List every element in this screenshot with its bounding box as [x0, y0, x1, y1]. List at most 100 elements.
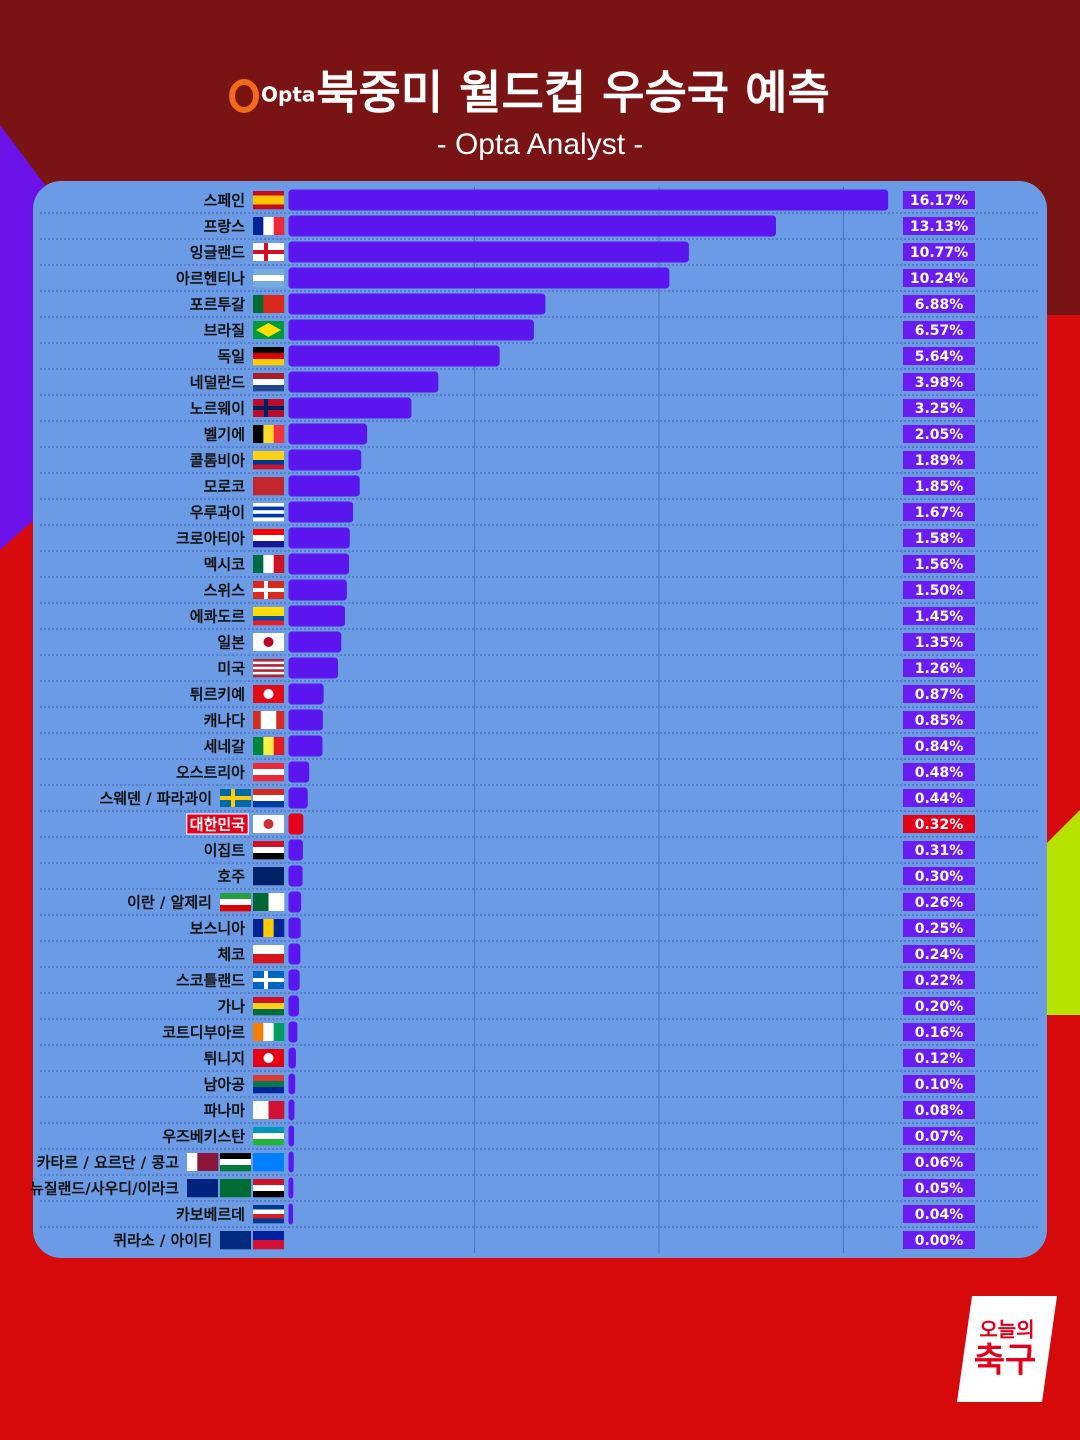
flag-stripe	[253, 893, 269, 911]
category-label: 우즈베키스탄	[162, 1128, 245, 1146]
category-label: 잉글랜드	[190, 244, 245, 262]
value-label: 6.88%	[915, 297, 964, 313]
value-label-box	[903, 1101, 975, 1119]
flag-stripe	[253, 1191, 284, 1198]
bar	[288, 345, 500, 367]
value-label: 0.85%	[915, 713, 964, 729]
flag-stripe	[253, 200, 284, 205]
chart-title: 북중미 월드컵 우승국 예측	[316, 66, 830, 120]
flag-stripe	[197, 1153, 208, 1171]
bar	[288, 1021, 298, 1043]
value-label-box	[903, 295, 975, 313]
bar	[288, 1099, 295, 1121]
value-label: 1.45%	[915, 609, 964, 625]
flag-stripe	[253, 671, 284, 675]
category-highlight	[186, 813, 249, 835]
value-label: 1.26%	[915, 661, 964, 677]
value-label-box	[903, 633, 975, 651]
category-label: 콜롬비아	[190, 452, 245, 470]
value-label: 0.26%	[915, 895, 964, 911]
value-label: 1.67%	[915, 505, 964, 521]
category-label: 코트디부아르	[162, 1024, 245, 1042]
flag-stripe	[253, 607, 284, 612]
value-label: 0.06%	[915, 1155, 964, 1171]
category-label: 우루과이	[190, 504, 245, 522]
flag-stripe	[253, 506, 284, 511]
category-label: 스웨덴 / 파라과이	[99, 790, 212, 808]
flag-stripe	[253, 195, 284, 201]
category-label: 대한민국	[190, 816, 245, 834]
flag-stripe	[263, 1023, 274, 1041]
value-label: 0.05%	[915, 1181, 964, 1197]
value-label-box	[903, 737, 975, 755]
flag-stripe	[273, 737, 285, 755]
category-label: 네덜란드	[190, 374, 245, 392]
category-label: 모로코	[204, 478, 246, 496]
flag-stripe	[253, 1133, 284, 1140]
category-label: 스위스	[204, 582, 246, 600]
value-label-box	[903, 321, 975, 339]
value-label-box	[903, 477, 975, 495]
value-label: 3.98%	[915, 375, 964, 391]
flag-disc	[263, 689, 274, 699]
value-label: 1.58%	[915, 531, 964, 547]
value-label-box	[903, 685, 975, 703]
flag-stripe	[253, 513, 284, 518]
category-label: 남아공	[204, 1076, 246, 1094]
flag-cross	[253, 406, 284, 410]
value-label-box	[903, 1049, 975, 1067]
bar	[288, 969, 300, 991]
logo-mark	[229, 79, 260, 113]
flag-cross	[231, 789, 235, 807]
value-label-box	[903, 763, 975, 781]
value-label-box	[903, 997, 975, 1015]
value-label-box	[903, 1023, 975, 1041]
flag-cross	[253, 588, 284, 592]
value-label-box	[903, 607, 975, 625]
value-label-box	[903, 191, 975, 209]
flag-disc	[263, 819, 274, 829]
value-label: 0.48%	[915, 765, 964, 781]
bar	[288, 293, 546, 315]
bar	[288, 683, 324, 705]
brand-logo: 오늘의 축구	[957, 1296, 1057, 1402]
flag-stripe	[253, 1139, 284, 1146]
flag-stripe	[253, 659, 284, 662]
flag-stripe	[253, 1209, 284, 1215]
flag-stripe	[253, 1205, 284, 1210]
flag-stripe	[253, 1003, 284, 1010]
value-label-box	[903, 945, 975, 963]
value-label-box	[903, 503, 975, 521]
flag-stripe	[268, 1101, 285, 1119]
category-label: 세네갈	[204, 738, 246, 756]
value-label: 16.17%	[910, 193, 968, 209]
bar	[288, 943, 301, 965]
value-label-box	[903, 711, 975, 729]
value-label: 1.89%	[915, 453, 964, 469]
category-label: 이집트	[204, 842, 246, 860]
value-label: 0.16%	[915, 1025, 964, 1041]
bar	[288, 839, 303, 861]
bar	[288, 735, 323, 757]
value-label: 6.57%	[915, 323, 964, 339]
flag-stripe	[273, 1023, 285, 1041]
bar	[288, 267, 670, 289]
flag-cross	[264, 581, 268, 599]
category-label: 카타르 / 요르단 / 콩고	[37, 1154, 179, 1172]
flag-stripe	[253, 674, 284, 678]
value-label: 13.13%	[910, 219, 968, 235]
category-label: 뉴질랜드/사우디/이라크	[30, 1180, 179, 1198]
logo-text: Opta	[261, 83, 315, 107]
flag-stripe	[253, 1153, 284, 1172]
bar	[288, 1203, 293, 1225]
value-label: 5.64%	[915, 349, 964, 365]
flag-stripe	[253, 661, 284, 665]
flag-stripe	[253, 425, 264, 443]
flag-stripe	[253, 1087, 284, 1094]
value-label: 0.25%	[915, 921, 964, 937]
flag-stripe	[253, 204, 284, 210]
flag-stripe	[263, 217, 274, 235]
value-label-box	[903, 425, 975, 443]
flag-stripe	[253, 666, 284, 670]
flag-stripe	[263, 737, 274, 755]
